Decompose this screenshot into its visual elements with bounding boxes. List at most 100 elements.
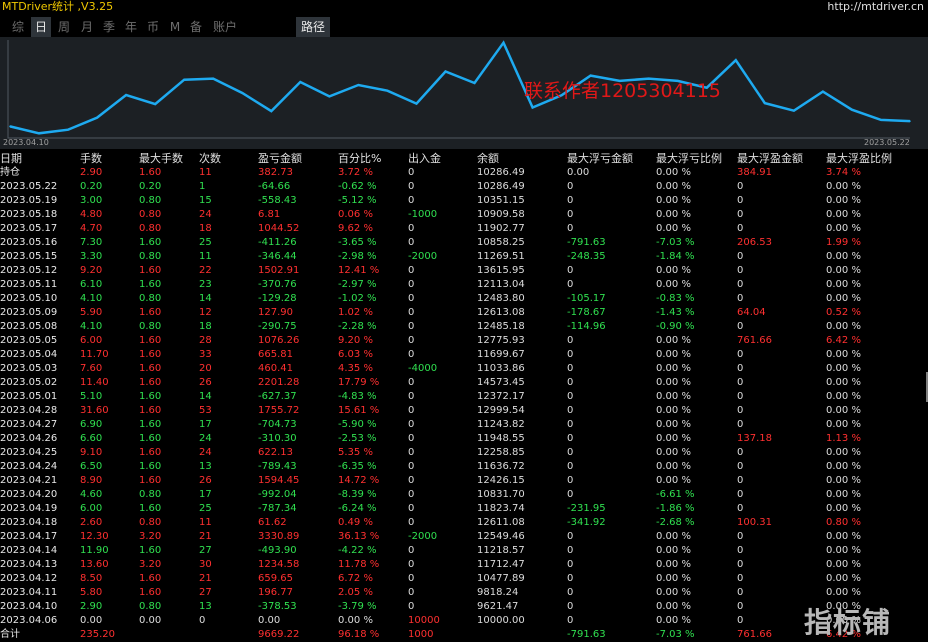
- table-row[interactable]: 2023.04.27 6.90 1.60 17 -704.73 -5.90 % 0 11243…: [0, 418, 918, 432]
- table-cell: 0.00 %: [826, 265, 861, 276]
- equity-chart-svg: [7, 40, 911, 139]
- table-row[interactable]: 2023.05.03 7.60 1.60 20 460.41 4.35 % -4000 110…: [0, 362, 918, 376]
- column-header[interactable]: 盈亏金额: [258, 152, 302, 165]
- tab-4[interactable]: 季: [102, 20, 115, 34]
- table-cell: 235.20: [80, 629, 115, 640]
- table-row[interactable]: 2023.04.19 6.00 1.60 25 -787.34 -6.24 % 0 11823…: [0, 502, 918, 516]
- tab-1[interactable]: 日: [31, 17, 51, 37]
- table-row[interactable]: 2023.05.02 11.40 1.60 26 2201.28 17.79 % 0 1457…: [0, 376, 918, 390]
- column-header[interactable]: 最大手数: [139, 152, 183, 165]
- table-row[interactable]: 2023.05.10 4.10 0.80 14 -129.28 -1.02 % 0 12483…: [0, 292, 918, 306]
- table-cell: 1.60: [139, 433, 162, 444]
- table-cell: 1.60: [139, 461, 162, 472]
- table-row[interactable]: 2023.04.11 5.80 1.60 27 196.77 2.05 % 0 9818.24…: [0, 586, 918, 600]
- table-cell: 11.90: [80, 545, 109, 556]
- tab-7[interactable]: M: [169, 20, 181, 34]
- table-cell: 0: [737, 475, 744, 486]
- table-row[interactable]: 2023.05.17 4.70 0.80 18 1044.52 9.62 % 0 11902.…: [0, 222, 918, 236]
- column-header[interactable]: 最大浮盈比例: [826, 152, 892, 165]
- website-link[interactable]: http://mtdriver.cn: [827, 0, 924, 13]
- table-row[interactable]: 2023.04.25 9.10 1.60 24 622.13 5.35 % 0 12258.8…: [0, 446, 918, 460]
- table-cell: 0.00 %: [656, 363, 691, 374]
- table-cell: -2.68 %: [656, 517, 695, 528]
- table-cell: -1.02 %: [338, 293, 377, 304]
- table-row[interactable]: 2023.05.16 7.30 1.60 25 -411.26 -3.65 % 0 10858…: [0, 236, 918, 250]
- table-cell: 2.60: [80, 517, 103, 528]
- table-cell: -64.66: [258, 181, 291, 192]
- table-cell: -378.53: [258, 601, 297, 612]
- table-row[interactable]: 2023.05.19 3.00 0.80 15 -558.43 -5.12 % 0 10351…: [0, 194, 918, 208]
- table-row[interactable]: 2023.04.24 6.50 1.60 13 -789.43 -6.35 % 0 11636…: [0, 460, 918, 474]
- table-cell: 20: [199, 363, 212, 374]
- table-row[interactable]: 2023.05.04 11.70 1.60 33 665.81 6.03 % 0 11699.…: [0, 348, 918, 362]
- table-cell: 0.00 %: [656, 181, 691, 192]
- table-cell: 11823.74: [477, 503, 525, 514]
- column-header[interactable]: 最大浮亏金额: [567, 152, 633, 165]
- table-header-row: 日期 手数 最大手数 次数 盈亏金额 百分比% 出入金 余额 最大浮亏金额 最大浮亏比例 最大浮盈金…: [0, 152, 918, 166]
- table-cell: 0: [737, 209, 744, 220]
- scrollbar[interactable]: [926, 372, 928, 402]
- table-row[interactable]: 2023.05.11 6.10 1.60 23 -370.76 -2.97 % 0 12113…: [0, 278, 918, 292]
- table-row[interactable]: 2023.05.22 0.20 0.20 1 -64.66 -0.62 % 0 10286.4…: [0, 180, 918, 194]
- table-cell: 761.66: [737, 629, 772, 640]
- table-row[interactable]: 2023.04.13 13.60 3.20 30 1234.58 11.78 % 0 1171…: [0, 558, 918, 572]
- tab-8[interactable]: 备: [189, 20, 202, 34]
- table-cell: 合计: [0, 629, 20, 640]
- table-cell: 0.00 %: [826, 405, 861, 416]
- column-header[interactable]: 余额: [477, 152, 499, 165]
- table-row[interactable]: 2023.05.15 3.30 0.80 11 -346.44 -2.98 % -2000 1…: [0, 250, 918, 264]
- holding-row[interactable]: 持仓 2.90 1.60 11 382.73 3.72 % 0 10286.49 0.00 0.0…: [0, 166, 918, 180]
- table-cell: 2023.04.17: [0, 531, 58, 542]
- table-row[interactable]: 2023.04.18 2.60 0.80 11 61.62 0.49 % 0 12611.08…: [0, 516, 918, 530]
- tab-2[interactable]: 周: [57, 20, 70, 34]
- column-header[interactable]: 最大浮盈金额: [737, 152, 803, 165]
- table-cell: 0: [408, 559, 415, 570]
- table-row[interactable]: 2023.05.01 5.10 1.60 14 -627.37 -4.83 % 0 12372…: [0, 390, 918, 404]
- table-cell: 382.73: [258, 167, 293, 178]
- table-row[interactable]: 2023.05.05 6.00 1.60 28 1076.26 9.20 % 0 12775.…: [0, 334, 918, 348]
- table-cell: 12258.85: [477, 447, 525, 458]
- table-row[interactable]: 2023.05.12 9.20 1.60 22 1502.91 12.41 % 0 13615…: [0, 264, 918, 278]
- table-row[interactable]: 2023.05.08 4.10 0.80 18 -290.75 -2.28 % 0 12485…: [0, 320, 918, 334]
- tab-6[interactable]: 币: [146, 20, 159, 34]
- tab-5[interactable]: 年: [124, 20, 137, 34]
- table-cell: 2023.04.12: [0, 573, 58, 584]
- table-cell: 3.72 %: [338, 167, 373, 178]
- tab-3[interactable]: 月: [80, 20, 93, 34]
- table-row[interactable]: 2023.04.12 8.50 1.60 21 659.65 6.72 % 0 10477.8…: [0, 572, 918, 586]
- table-cell: 6.60: [80, 433, 103, 444]
- table-row[interactable]: 2023.04.06 0.00 0.00 0 0.00 0.00 % 10000 10000.…: [0, 614, 918, 628]
- table-cell: 1.60: [139, 587, 162, 598]
- table-row[interactable]: 2023.04.20 4.60 0.80 17 -992.04 -8.39 % 0 10831…: [0, 488, 918, 502]
- table-row[interactable]: 2023.04.21 8.90 1.60 26 1594.45 14.72 % 0 12426…: [0, 474, 918, 488]
- column-header[interactable]: 最大浮亏比例: [656, 152, 722, 165]
- table-cell: 8.50: [80, 573, 103, 584]
- total-row[interactable]: 合计 235.20 9669.22 96.18 % 1000 -791.63 -7.03 %…: [0, 628, 918, 642]
- column-header[interactable]: 日期: [0, 152, 22, 165]
- table-row[interactable]: 2023.05.09 5.90 1.60 12 127.90 1.02 % 0 12613.0…: [0, 306, 918, 320]
- table-cell: -2.98 %: [338, 251, 377, 262]
- column-header[interactable]: 百分比%: [338, 152, 382, 165]
- column-header[interactable]: 次数: [199, 152, 221, 165]
- column-header[interactable]: 手数: [80, 152, 102, 165]
- table-cell: 0: [737, 601, 744, 612]
- table-cell: 0.00: [258, 615, 281, 626]
- table-row[interactable]: 2023.04.26 6.60 1.60 24 -310.30 -2.53 % 0 11948…: [0, 432, 918, 446]
- tab-9[interactable]: 账户: [212, 20, 237, 34]
- path-button[interactable]: 路径: [296, 17, 330, 37]
- equity-point: [560, 94, 563, 97]
- table-cell: 1.60: [139, 335, 162, 346]
- table-row[interactable]: 2023.04.28 31.60 1.60 53 1755.72 15.61 % 0 1299…: [0, 404, 918, 418]
- tab-0[interactable]: 综: [11, 20, 24, 34]
- table-cell: 0.00 %: [826, 321, 861, 332]
- table-row[interactable]: 2023.05.18 4.80 0.80 24 6.81 0.06 % -1000 10909…: [0, 208, 918, 222]
- table-cell: 0: [567, 195, 574, 206]
- table-cell: 0: [199, 615, 206, 626]
- table-cell: 0: [408, 377, 415, 388]
- table-row[interactable]: 2023.04.14 11.90 1.60 27 -493.90 -4.22 % 0 1121…: [0, 544, 918, 558]
- table-cell: 0.80: [139, 223, 162, 234]
- table-row[interactable]: 2023.04.10 2.90 0.80 13 -378.53 -3.79 % 0 9621.…: [0, 600, 918, 614]
- table-cell: 1.60: [139, 349, 162, 360]
- column-header[interactable]: 出入金: [408, 152, 441, 165]
- table-row[interactable]: 2023.04.17 12.30 3.20 21 3330.89 36.13 % -2000…: [0, 530, 918, 544]
